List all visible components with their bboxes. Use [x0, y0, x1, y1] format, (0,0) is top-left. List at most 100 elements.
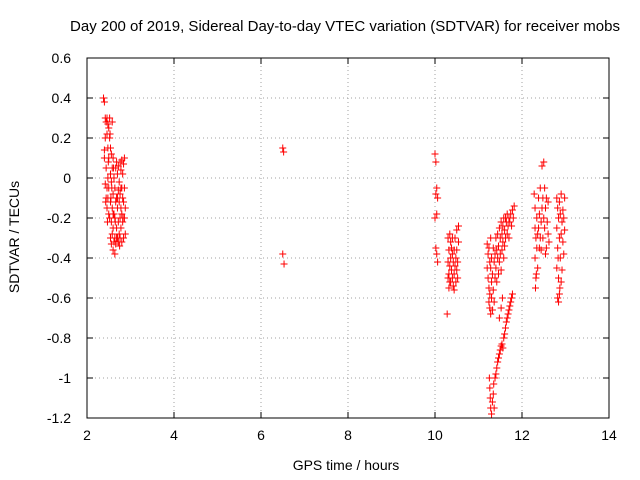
- data-point-marker: [110, 174, 118, 182]
- data-point-marker: [120, 154, 128, 162]
- data-point-marker: [509, 214, 517, 222]
- y-tick-label: 0.4: [52, 90, 72, 106]
- data-point-marker: [454, 274, 462, 282]
- data-point-marker: [507, 298, 515, 306]
- data-point-marker: [503, 230, 511, 238]
- data-point-marker: [446, 230, 454, 238]
- data-point-marker: [450, 270, 458, 278]
- data-point-marker: [555, 274, 563, 282]
- data-point-marker: [492, 264, 500, 272]
- data-point-marker: [508, 222, 516, 230]
- data-point-marker: [541, 224, 549, 232]
- data-point-marker: [542, 244, 550, 252]
- data-point-marker: [488, 410, 496, 418]
- data-point-marker: [497, 304, 505, 312]
- data-point-marker: [454, 238, 462, 246]
- data-point-marker: [120, 198, 128, 206]
- data-point-marker: [534, 230, 542, 238]
- axis-ticks: [86, 57, 610, 419]
- y-tick-label: -0.4: [47, 250, 71, 266]
- data-point-marker: [501, 330, 509, 338]
- data-point-marker: [498, 340, 506, 348]
- y-axis-label: SDTVAR / TECUs: [6, 181, 22, 293]
- y-tick-label: -0.2: [47, 210, 71, 226]
- data-point-marker: [117, 166, 125, 174]
- data-point-marker: [454, 258, 462, 266]
- data-points: [100, 94, 569, 418]
- data-point-marker: [108, 184, 116, 192]
- data-point-marker: [503, 314, 511, 322]
- data-point-marker: [494, 254, 502, 262]
- data-point-marker: [495, 258, 503, 266]
- data-point-marker: [453, 246, 461, 254]
- data-point-marker: [445, 284, 453, 292]
- data-point-marker: [432, 158, 440, 166]
- data-point-marker: [501, 226, 509, 234]
- data-point-marker: [119, 170, 127, 178]
- data-point-marker: [106, 170, 114, 178]
- data-point-marker: [115, 230, 123, 238]
- data-point-marker: [486, 384, 494, 392]
- data-point-marker: [508, 206, 516, 214]
- data-point-marker: [100, 98, 108, 106]
- data-point-marker: [533, 214, 541, 222]
- data-point-marker: [532, 270, 540, 278]
- chart-title: Day 200 of 2019, Sidereal Day-to-day VTE…: [70, 18, 620, 35]
- data-point-marker: [486, 290, 494, 298]
- data-point-marker: [500, 254, 508, 262]
- data-point-marker: [279, 250, 287, 258]
- data-point-marker: [555, 234, 563, 242]
- data-point-marker: [491, 374, 499, 382]
- data-point-marker: [450, 286, 458, 294]
- data-point-marker: [443, 310, 451, 318]
- data-point-marker: [495, 314, 503, 322]
- data-point-marker: [118, 210, 126, 218]
- data-point-marker: [107, 178, 115, 186]
- data-point-marker: [433, 250, 441, 258]
- data-point-marker: [102, 198, 110, 206]
- data-point-marker: [117, 184, 125, 192]
- data-point-marker: [490, 298, 498, 306]
- data-point-marker: [506, 218, 514, 226]
- data-point-marker: [501, 324, 509, 332]
- data-point-marker: [531, 204, 539, 212]
- x-tick-label: 4: [170, 427, 178, 443]
- y-tick-label: 0.6: [52, 50, 72, 66]
- data-point-marker: [106, 144, 114, 152]
- data-point-marker: [502, 318, 510, 326]
- data-point-marker: [501, 242, 509, 250]
- data-point-marker: [497, 266, 505, 274]
- data-point-marker: [495, 350, 503, 358]
- data-point-marker: [116, 190, 124, 198]
- data-point-marker: [101, 180, 109, 188]
- data-point-marker: [105, 124, 113, 132]
- data-point-marker: [111, 218, 119, 226]
- data-point-marker: [506, 302, 514, 310]
- data-point-marker: [489, 286, 497, 294]
- y-tick-label: 0: [63, 170, 71, 186]
- data-point-marker: [109, 210, 117, 218]
- data-point-marker: [553, 194, 561, 202]
- data-point-marker: [100, 94, 108, 102]
- data-point-marker: [431, 150, 439, 158]
- data-point-marker: [545, 238, 553, 246]
- data-point-marker: [534, 264, 542, 272]
- data-point-marker: [492, 370, 500, 378]
- data-point-marker: [508, 290, 516, 298]
- data-point-marker: [121, 204, 129, 212]
- data-point-marker: [541, 184, 549, 192]
- data-point-marker: [280, 148, 288, 156]
- data-point-marker: [451, 234, 459, 242]
- data-point-marker: [541, 204, 549, 212]
- y-tick-labels: 0.6 0.4 0.2 0 -0.2 -0.4 -0.6 -0.8 -1 -1.2: [47, 50, 71, 426]
- data-point-marker: [500, 334, 508, 342]
- data-point-marker: [531, 284, 539, 292]
- data-point-marker: [491, 274, 499, 282]
- data-point-marker: [510, 202, 518, 210]
- data-point-marker: [560, 214, 568, 222]
- data-point-marker: [452, 254, 460, 262]
- data-point-marker: [108, 230, 116, 238]
- data-point-marker: [508, 294, 516, 302]
